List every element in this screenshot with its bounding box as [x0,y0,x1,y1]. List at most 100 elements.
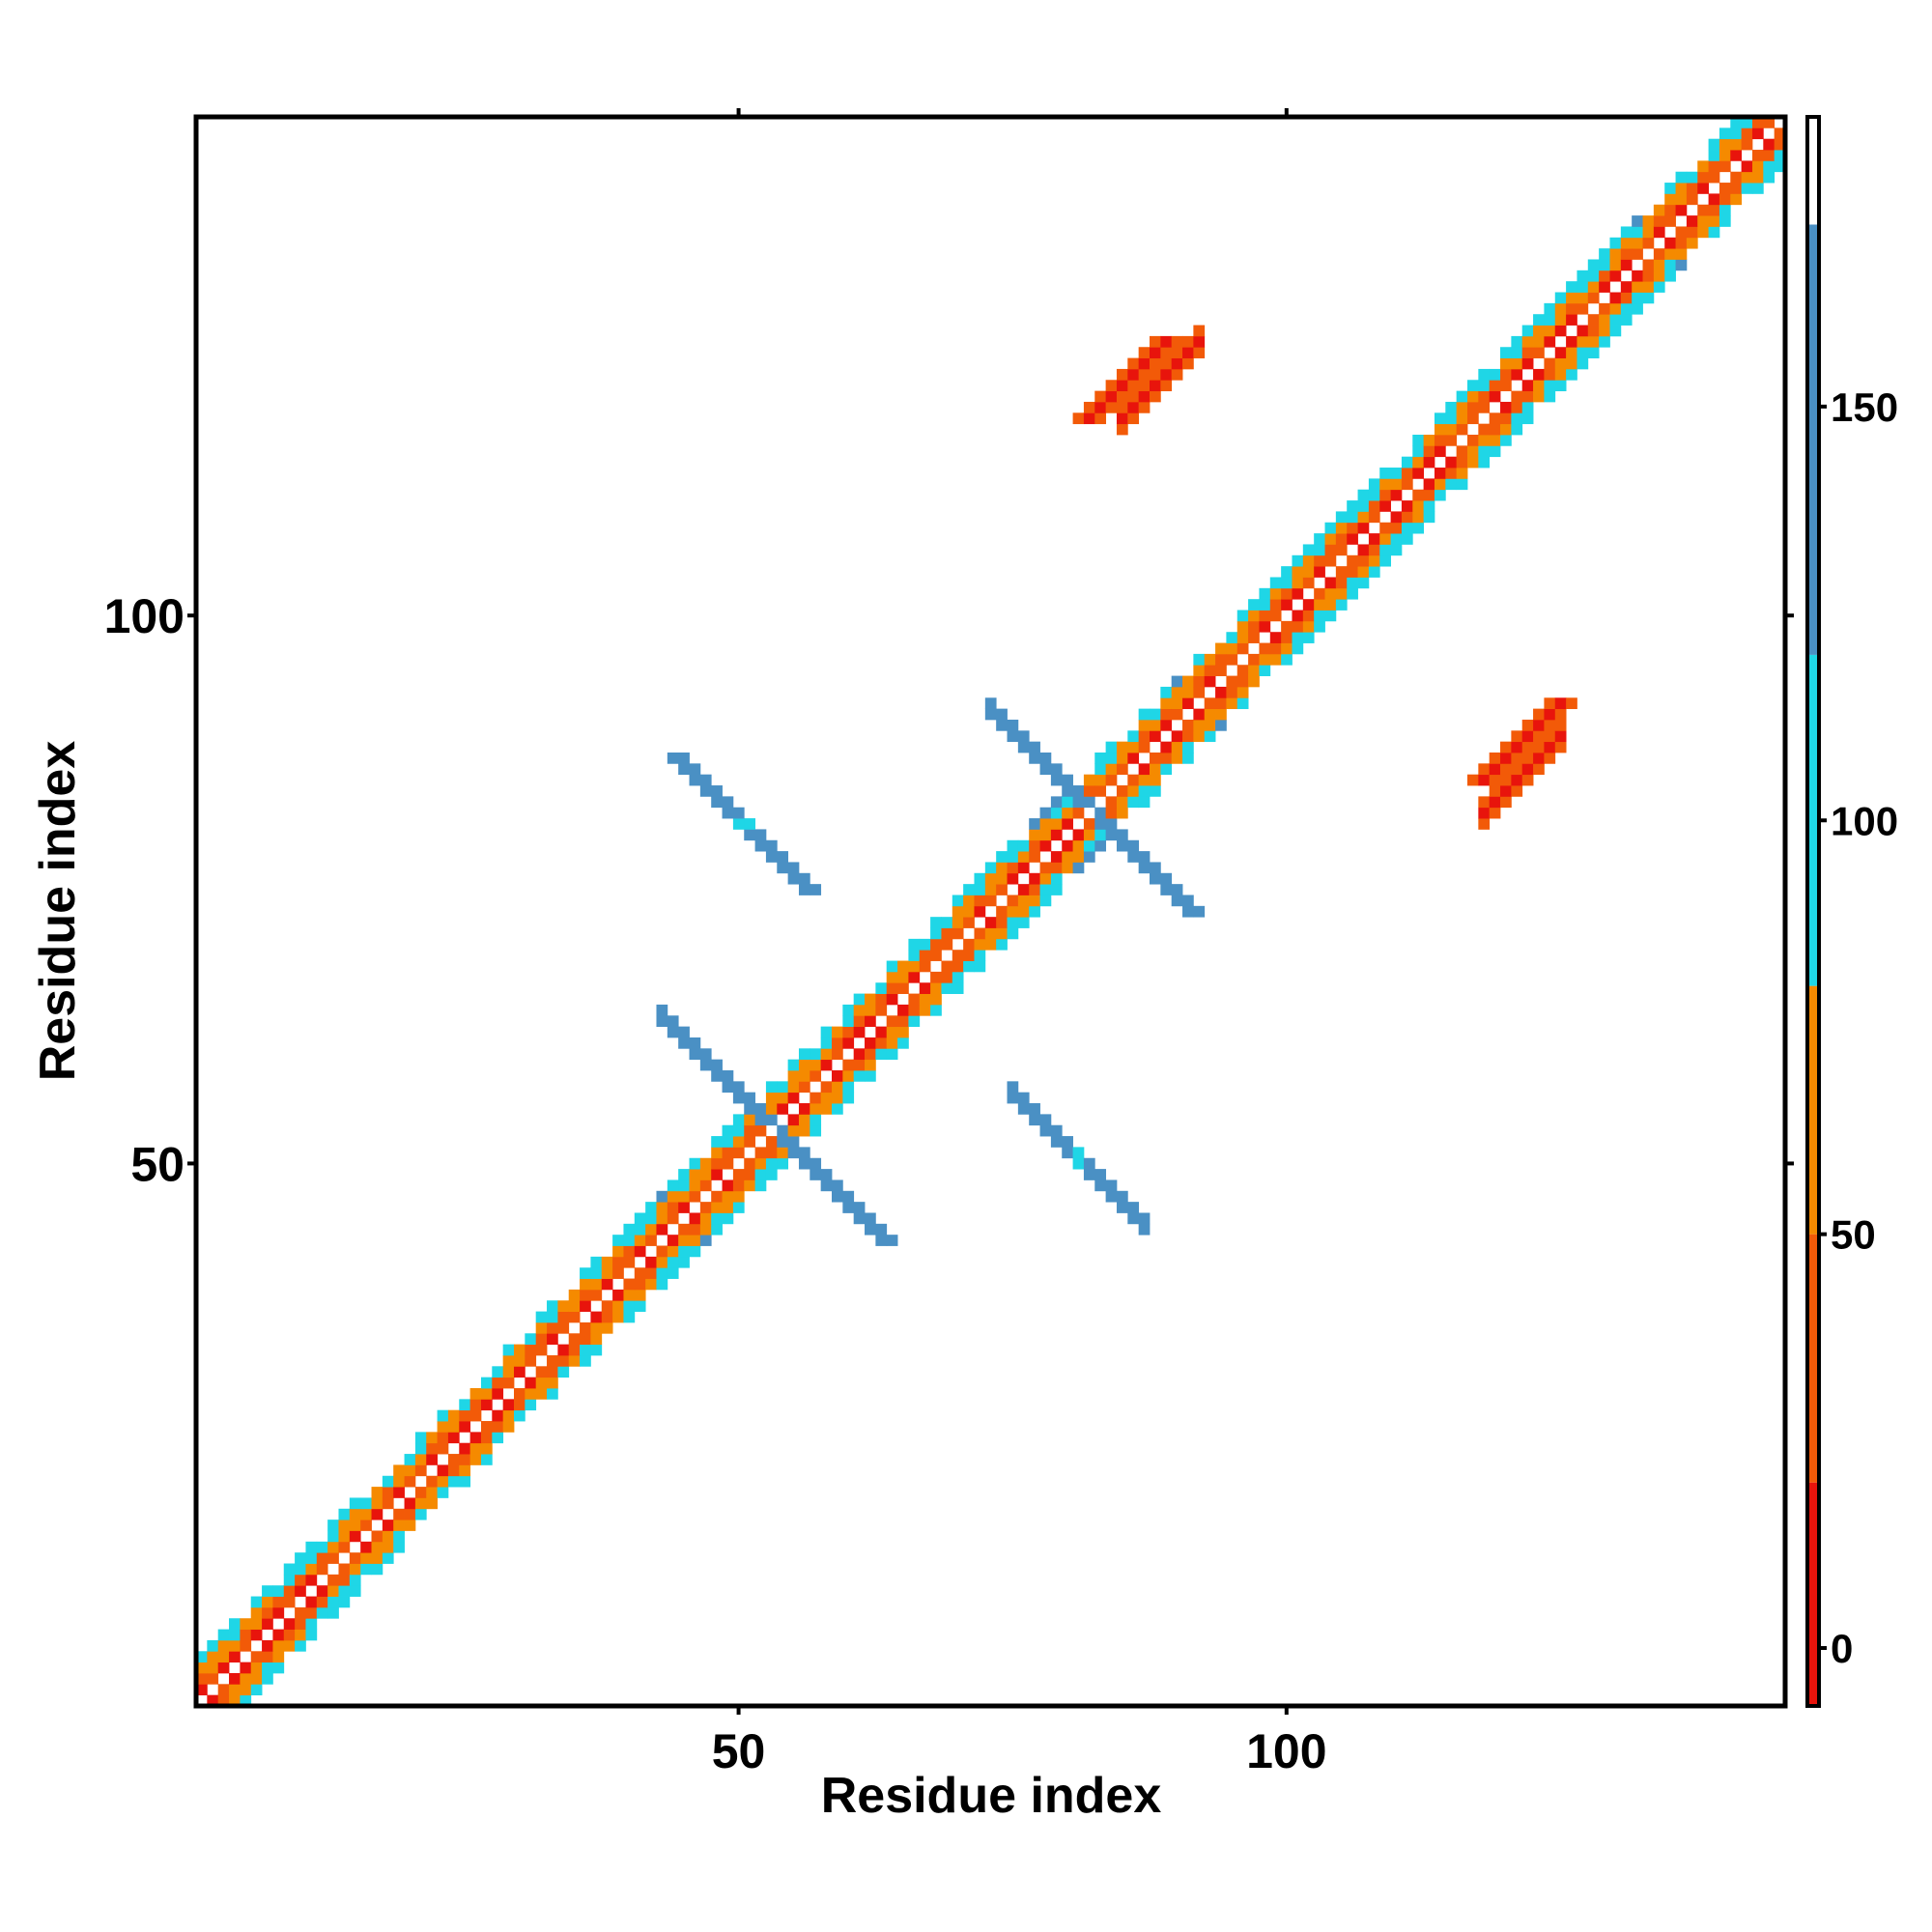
heatmap-cell [1050,851,1063,863]
heatmap-cell [787,1081,800,1094]
heatmap-cell [1500,423,1512,436]
heatmap-cell [1401,522,1413,534]
heatmap-cell [547,1377,558,1389]
heatmap-cell [1347,587,1358,600]
heatmap-cell [1511,763,1523,776]
heatmap-cell [1511,730,1523,743]
heatmap-cell [1171,686,1183,698]
heatmap-cell [754,1157,767,1170]
heatmap-cell [1368,511,1380,524]
heatmap-cell [1401,500,1413,512]
heatmap-cell [634,1223,646,1236]
heatmap-cell [1050,829,1063,841]
heatmap-cell [777,1081,789,1094]
heatmap-cell [1226,632,1238,643]
heatmap-cell [1500,741,1512,753]
heatmap-cell [393,1520,405,1531]
heatmap-cell [580,1344,591,1356]
heatmap-cell [1182,741,1194,753]
heatmap-cell [886,1235,898,1246]
heatmap-cell [1719,204,1731,216]
heatmap-cell [711,1147,723,1159]
heatmap-cell [525,1388,537,1400]
heatmap-cell [1620,281,1633,293]
heatmap-cell [580,1321,591,1334]
heatmap-cell [886,1015,898,1028]
heatmap-cell [919,1004,931,1016]
heatmap-cell [1105,774,1118,786]
heatmap-cell [1138,741,1151,753]
heatmap-cell [1401,468,1413,479]
heatmap-cell [580,1300,591,1312]
heatmap-cell [327,1606,339,1619]
heatmap-cell [810,884,822,895]
heatmap-cell [853,1202,866,1213]
heatmap-cell [798,884,810,895]
heatmap-cell [1039,763,1052,776]
heatmap-cell [1182,357,1194,370]
heatmap-cell [908,938,921,951]
heatmap-cell [1544,730,1556,743]
heatmap-cell [1105,763,1118,776]
heatmap-cell [798,1081,810,1094]
heatmap-cell [295,1629,306,1641]
heatmap-cell [1642,292,1655,304]
heatmap-cell [865,1070,876,1082]
heatmap-cell [1193,665,1206,676]
heatmap-cell [371,1487,384,1498]
heatmap-cell [1182,895,1194,907]
heatmap-cell [1007,917,1019,928]
heatmap-cell [1642,226,1655,239]
heatmap-cell [1171,368,1183,381]
heatmap-cell [754,1147,767,1159]
heatmap-cell [842,1092,855,1104]
heatmap-cell [963,905,975,918]
heatmap-cell [732,1179,745,1192]
heatmap-cell [1150,719,1161,731]
heatmap-cell [1653,270,1665,282]
heatmap-cell [514,1399,526,1411]
heatmap-cell [689,1157,701,1170]
heatmap-cell [875,1223,888,1236]
heatmap-cell [711,1070,723,1082]
heatmap-cell [865,1223,876,1236]
heatmap-cell [996,917,1008,928]
heatmap-cell [382,1530,394,1543]
heatmap-cell [316,1606,328,1619]
heatmap-cell [393,1508,405,1520]
heatmap-cell [1150,335,1161,348]
heatmap-cell [1489,796,1501,809]
heatmap-cell [1182,697,1194,710]
heatmap-cell [842,1059,855,1071]
heatmap-cell [1314,566,1325,578]
heatmap-cell [1500,357,1512,370]
heatmap-cell [634,1212,646,1225]
heatmap-cell [897,982,909,994]
heatmap-cell [1719,128,1731,140]
heatmap-cell [1653,226,1665,239]
heatmap-cell [1072,796,1085,809]
heatmap-cell [1445,412,1458,425]
heatmap-cell [1150,785,1161,797]
heatmap-cell [711,1212,723,1225]
heatmap-cell [732,1147,745,1159]
heatmap-cell [722,1179,734,1192]
heatmap-cell [1478,435,1491,446]
heatmap-cell [832,1026,843,1038]
heatmap-cell [777,851,789,863]
heatmap-cell [810,1169,822,1180]
heatmap-cell [612,1289,624,1301]
heatmap-cell [1094,1179,1107,1192]
heatmap-cell [1599,325,1610,337]
heatmap-cell [1062,796,1073,809]
heatmap-cell [842,1026,855,1038]
heatmap-cell [1083,1169,1095,1180]
heatmap-cell [1719,160,1731,173]
heatmap-cell [262,1596,273,1608]
heatmap-cell [1236,665,1249,676]
heatmap-cell [1653,259,1665,271]
heatmap-cell [963,884,975,895]
heatmap-cell [568,1354,581,1367]
heatmap-cell [360,1541,372,1553]
heatmap-cell [1314,620,1325,633]
